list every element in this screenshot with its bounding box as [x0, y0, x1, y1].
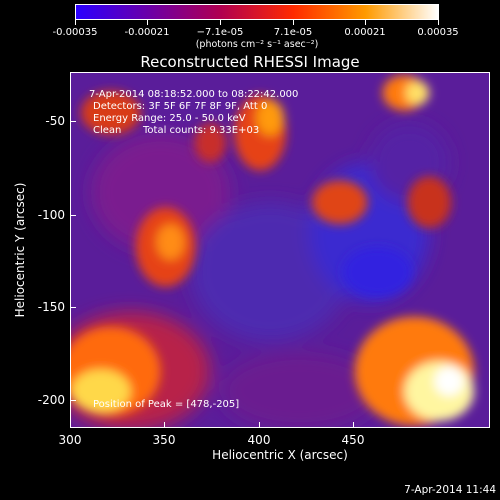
colorbar-tick — [220, 20, 221, 25]
x-tick-label: 400 — [247, 433, 271, 447]
info-counts: Total counts: 9.33E+03 — [143, 125, 260, 136]
colorbar-label: -0.00021 — [124, 27, 170, 38]
x-tick-label: 300 — [58, 433, 82, 447]
colorbar — [75, 4, 439, 20]
info-clean: Clean — [93, 125, 122, 136]
colorbar-tick — [365, 20, 366, 25]
y-tick-label: -150 — [37, 300, 65, 314]
x-tick — [70, 422, 71, 428]
colorbar-tick — [75, 20, 76, 25]
y-tick-label: -100 — [37, 208, 65, 222]
colorbar-label: −7.1e-05 — [196, 27, 244, 38]
flux-map — [71, 73, 489, 427]
info-energy: Energy Range: 25.0 - 50.0 keV — [93, 113, 246, 124]
plot-title: Reconstructed RHESSI Image — [140, 53, 360, 71]
colorbar-label: -0.00035 — [52, 27, 98, 38]
colorbar-label: 0.00035 — [417, 27, 459, 38]
x-tick-label: 450 — [341, 433, 365, 447]
colorbar-tick — [438, 20, 439, 25]
colorbar-tick — [147, 20, 148, 25]
footer-date: 7-Apr-2014 11:44 — [404, 484, 496, 496]
info-detectors: Detectors: 3F 5F 6F 7F 8F 9F, Att 0 — [93, 101, 268, 112]
colorbar-tick — [293, 20, 294, 25]
y-tick — [70, 400, 76, 401]
x-axis-title: Heliocentric X (arcsec) — [212, 448, 348, 462]
y-tick-label: -200 — [37, 393, 65, 407]
x-tick-label: 350 — [152, 433, 176, 447]
rhessi-image: 7-Apr-2014 08:18:52.000 to 08:22:42.000 … — [70, 72, 490, 428]
x-tick — [259, 422, 260, 428]
y-tick — [70, 121, 76, 122]
y-tick — [70, 215, 76, 216]
x-tick — [353, 422, 354, 428]
colorbar-label: 0.00021 — [344, 27, 386, 38]
info-time: 7-Apr-2014 08:18:52.000 to 08:22:42.000 — [89, 89, 299, 100]
y-axis-title: Heliocentric Y (arcsec) — [13, 182, 27, 318]
colorbar-units: (photons cm⁻² s⁻¹ asec⁻²) — [195, 39, 319, 50]
colorbar-label: 7.1e-05 — [273, 27, 313, 38]
x-tick — [164, 422, 165, 428]
y-tick-label: -50 — [45, 114, 65, 128]
y-tick — [70, 307, 76, 308]
peak-position: Position of Peak = [478,-205] — [93, 399, 240, 410]
